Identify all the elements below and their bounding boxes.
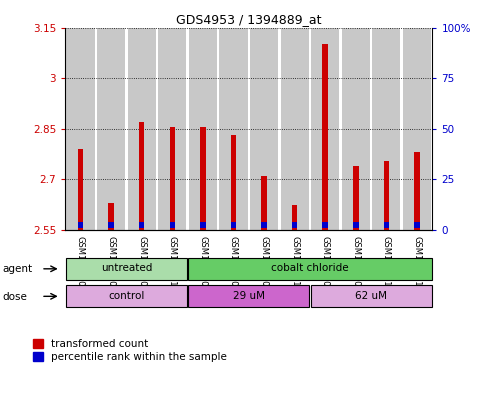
Bar — [158, 28, 186, 230]
Bar — [67, 28, 95, 230]
Bar — [414, 152, 420, 230]
Legend: transformed count, percentile rank within the sample: transformed count, percentile rank withi… — [33, 339, 227, 362]
Bar — [231, 222, 236, 228]
Bar — [139, 122, 144, 230]
Bar — [311, 28, 339, 230]
Bar — [261, 222, 267, 228]
Bar — [261, 176, 267, 230]
Bar — [108, 203, 114, 230]
Bar — [78, 222, 83, 228]
Text: cobalt chloride: cobalt chloride — [271, 263, 349, 273]
Bar — [323, 44, 328, 230]
Text: 29 uM: 29 uM — [233, 291, 265, 301]
Bar — [200, 222, 206, 228]
Bar — [139, 222, 144, 228]
Bar — [108, 222, 114, 228]
Text: untreated: untreated — [100, 263, 152, 273]
Bar — [353, 166, 358, 230]
Bar — [384, 161, 389, 230]
Bar — [414, 222, 420, 228]
Text: dose: dose — [2, 292, 28, 302]
Bar — [372, 28, 400, 230]
Bar — [188, 285, 309, 307]
Bar — [353, 222, 358, 228]
Bar — [78, 149, 83, 230]
Bar — [188, 258, 432, 280]
Bar — [200, 127, 206, 230]
Bar — [281, 28, 309, 230]
Title: GDS4953 / 1394889_at: GDS4953 / 1394889_at — [176, 13, 322, 26]
Bar — [250, 28, 278, 230]
Bar — [219, 28, 247, 230]
Bar — [292, 222, 298, 228]
Text: agent: agent — [2, 264, 32, 274]
Bar — [189, 28, 217, 230]
Bar — [323, 222, 328, 228]
Bar — [170, 222, 175, 228]
Bar — [311, 285, 432, 307]
Text: 62 uM: 62 uM — [355, 291, 387, 301]
Bar — [403, 28, 431, 230]
Bar — [66, 285, 187, 307]
Bar — [342, 28, 370, 230]
Bar — [170, 127, 175, 230]
Bar — [384, 222, 389, 228]
Bar — [292, 205, 298, 230]
Bar — [66, 258, 187, 280]
Bar — [128, 28, 156, 230]
Text: control: control — [108, 291, 144, 301]
Bar — [231, 136, 236, 230]
Bar — [97, 28, 125, 230]
